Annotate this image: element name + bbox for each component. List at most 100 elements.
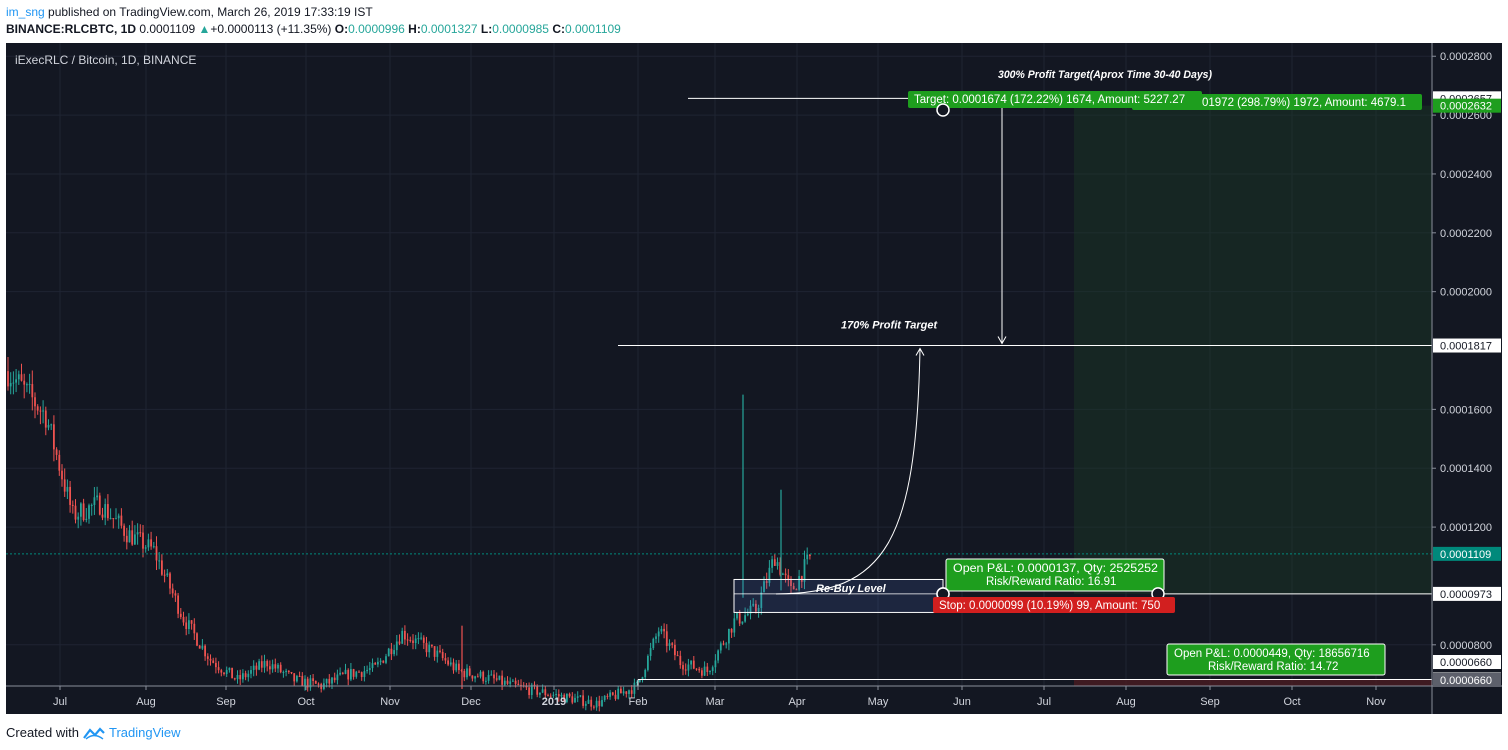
candle-body <box>595 700 598 708</box>
candle-body <box>468 668 471 676</box>
candle-body <box>428 644 431 653</box>
candle-body <box>144 547 147 549</box>
candle-body <box>493 674 495 679</box>
candle-body <box>463 670 466 678</box>
author-link[interactable]: im_sng <box>6 5 45 19</box>
candle-body <box>104 504 107 518</box>
candle-body <box>190 620 193 624</box>
candle-body <box>660 628 663 632</box>
price-level-label: 0.0000660 <box>1440 657 1492 669</box>
arrow-down-icon <box>997 336 1007 345</box>
candle-body <box>665 631 668 646</box>
candle-body <box>304 678 306 687</box>
close-label: C: <box>552 22 565 36</box>
price-tick-label: 0.0002400 <box>1440 169 1492 181</box>
time-tick-label: Sep <box>216 696 236 708</box>
candle-body <box>555 694 557 696</box>
candle-body <box>533 684 536 686</box>
candle-body <box>201 645 204 649</box>
growth-curve-arrow <box>775 349 921 595</box>
candle-body <box>374 663 377 665</box>
candle-body <box>233 678 236 680</box>
candle-body <box>196 633 198 646</box>
price-level-label: 0.0000973 <box>1440 589 1492 601</box>
candle-body <box>163 574 166 576</box>
chart-panel[interactable]: Re-Buy Level 170% Profit Target 300% Profi… <box>6 43 1502 714</box>
candle-body <box>695 668 698 670</box>
candle-body <box>93 497 96 505</box>
candle-body <box>433 646 436 657</box>
candle-body <box>728 628 730 644</box>
candle-body <box>458 663 460 671</box>
candle-body <box>636 682 638 684</box>
candle-body <box>514 680 517 684</box>
candle-body <box>169 573 171 589</box>
time-tick-label: 2019 <box>542 696 566 708</box>
tradingview-logo-icon <box>83 726 105 740</box>
price-chart[interactable]: Re-Buy Level 170% Profit Target 300% Profi… <box>6 43 1502 714</box>
candle-body <box>260 661 263 668</box>
candle-body <box>638 679 641 683</box>
candle-body <box>398 641 401 644</box>
price-tick-label: 0.0002600 <box>1440 110 1492 122</box>
price-level-label: 0.0002632 <box>1440 101 1492 113</box>
stop-label-bg <box>933 597 1175 613</box>
open-value: 0.0000996 <box>348 22 405 36</box>
candle-body <box>382 660 385 663</box>
candle-body <box>449 662 452 665</box>
candle-body <box>752 603 755 606</box>
candle-body <box>228 667 231 671</box>
candle-body <box>549 695 552 697</box>
candle-body <box>306 678 309 688</box>
candle-body <box>676 655 679 657</box>
tradingview-brand-link[interactable]: TradingView <box>108 725 181 740</box>
candle-body <box>88 505 90 519</box>
candle-body <box>252 665 255 671</box>
candle-body <box>177 595 179 614</box>
candle-body <box>622 691 625 694</box>
price-tick-label: 0.0001400 <box>1440 463 1492 475</box>
time-tick-label: Sep <box>1200 696 1220 708</box>
candle-body <box>482 671 485 682</box>
candle-body <box>96 495 98 498</box>
candle-body <box>663 628 665 632</box>
candle-body <box>101 514 104 518</box>
price-tick-label: 0.0002800 <box>1440 51 1492 63</box>
candle-body <box>387 648 390 657</box>
candle-body <box>566 693 568 702</box>
candle-body <box>563 694 566 702</box>
candle-body <box>701 670 703 676</box>
low-value: 0.0000985 <box>492 22 549 36</box>
candle-body <box>479 671 482 677</box>
candle-body <box>582 695 584 706</box>
candle-body <box>166 573 169 576</box>
time-tick-label: Aug <box>1116 696 1136 708</box>
symbol-label: BINANCE:RLCBTC, 1D <box>6 22 136 36</box>
publish-line: im_sng published on TradingView.com, Mar… <box>6 5 373 19</box>
pnl-box-1 <box>945 558 1165 592</box>
candle-body <box>552 694 555 696</box>
candle-body <box>293 673 296 682</box>
candle-body <box>325 678 328 684</box>
pnl-box-2 <box>1166 643 1386 676</box>
candle-body <box>541 689 544 693</box>
candle-body <box>593 706 595 708</box>
candle-body <box>363 671 366 677</box>
low-label: L: <box>480 22 493 36</box>
candle-body <box>239 675 242 680</box>
candle-body <box>668 643 671 646</box>
candle-body <box>128 530 131 543</box>
candle-body <box>336 674 339 681</box>
candle-body <box>39 410 42 412</box>
candle-body <box>628 690 630 694</box>
candle-body <box>312 678 314 681</box>
candle-body <box>571 696 574 703</box>
candle-body <box>439 650 441 652</box>
candle-body <box>655 636 657 639</box>
candle-body <box>271 664 274 670</box>
candle-body <box>447 660 449 665</box>
candle-body <box>344 669 347 674</box>
candle-body <box>414 638 417 644</box>
time-tick-label: Aug <box>136 696 156 708</box>
candle-body <box>182 616 185 623</box>
